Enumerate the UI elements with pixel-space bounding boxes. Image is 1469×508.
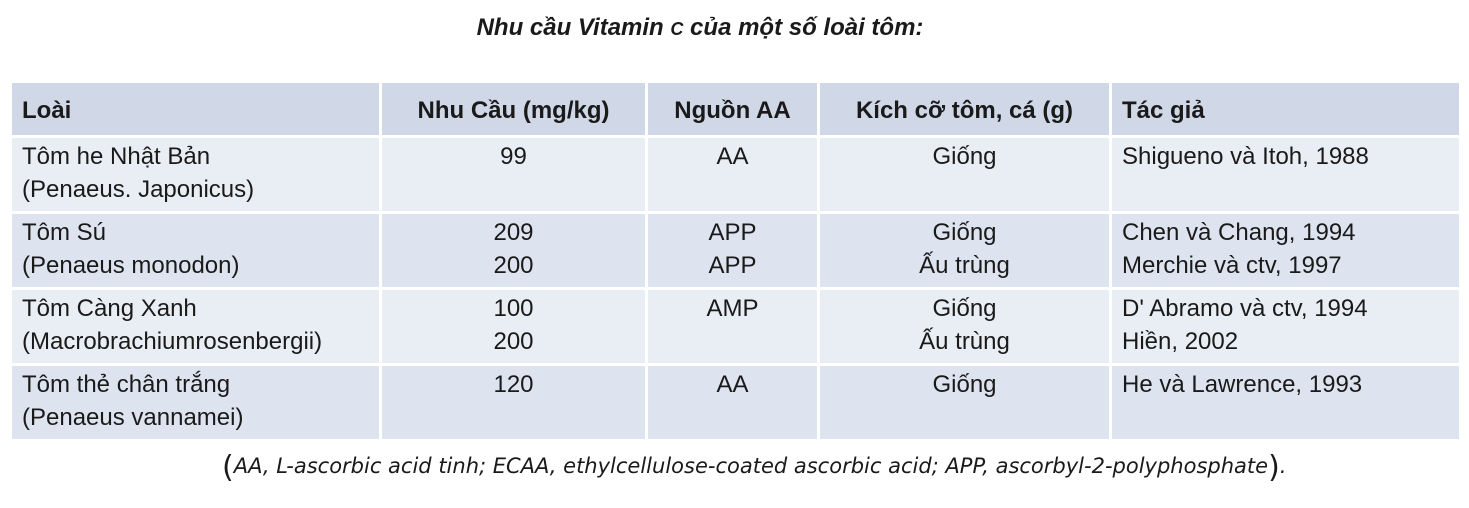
requirement-cell: 209 200 — [379, 211, 648, 290]
author-cell: Shigueno và Itoh, 1988 — [1109, 135, 1462, 214]
footnote-open-paren: ( — [222, 450, 234, 485]
species-latin: (Macrobrachiumrosenbergii) — [22, 328, 323, 355]
table-row: Tôm he Nhật Bản (Penaeus. Japonicus) 99 … — [9, 135, 1462, 214]
requirement-value: 120 — [493, 371, 534, 398]
requirement-value: 99 — [500, 143, 527, 170]
requirement-cell: 120 — [379, 363, 648, 442]
size-value: Giống — [932, 143, 997, 170]
author-cell: He và Lawrence, 1993 — [1109, 363, 1462, 442]
author-cell: D' Abramo và ctv, 1994 Hiền, 2002 — [1109, 287, 1462, 366]
table-header-row: Loài Nhu Cầu (mg/kg) Nguồn AA Kích cỡ tô… — [9, 80, 1462, 138]
table-row: Tôm thẻ chân trắng (Penaeus vannamei) 12… — [9, 363, 1462, 442]
size-cell: Giống Ấu trùng — [817, 287, 1112, 366]
header-author: Tác giả — [1109, 80, 1462, 138]
title-suffix: của một số loài tôm: — [683, 14, 924, 41]
author-cell: Chen và Chang, 1994 Merchie và ctv, 1997 — [1109, 211, 1462, 290]
footnote-close-paren: ) — [1268, 450, 1280, 485]
source-value: AA — [716, 371, 749, 398]
author-value: He và Lawrence, 1993 — [1122, 371, 1363, 398]
size-value: Giống — [932, 219, 997, 246]
header-species: Loài — [9, 80, 382, 138]
requirement-value: 100 — [493, 295, 534, 322]
source-value: APP — [708, 219, 757, 246]
author-value: Merchie và ctv, 1997 — [1122, 252, 1342, 279]
species-name: Tôm Càng Xanh — [22, 295, 197, 322]
species-name: Tôm Sú — [22, 219, 107, 246]
species-cell: Tôm he Nhật Bản (Penaeus. Japonicus) — [9, 135, 382, 214]
size-value: Giống — [932, 371, 997, 398]
header-size: Kích cỡ tôm, cá (g) — [817, 80, 1112, 138]
species-cell: Tôm Càng Xanh (Macrobrachiumrosenbergii) — [9, 287, 382, 366]
size-value: Giống — [932, 295, 997, 322]
vitamin-c-table: Loài Nhu Cầu (mg/kg) Nguồn AA Kích cỡ tô… — [9, 80, 1462, 442]
requirement-value: 209 — [493, 219, 534, 246]
species-name: Tôm he Nhật Bản — [22, 143, 211, 170]
author-value: Shigueno và Itoh, 1988 — [1122, 143, 1369, 170]
table-row: Tôm Sú (Penaeus monodon) 209 200 APP APP… — [9, 211, 1462, 290]
requirement-value: 200 — [493, 328, 534, 355]
source-cell: APP APP — [645, 211, 820, 290]
source-cell: AA — [645, 135, 820, 214]
footnote-text: AA, L-ascorbic acid tinh; ECAA, ethylcel… — [233, 454, 1269, 478]
source-value: AA — [716, 143, 749, 170]
requirement-value: 200 — [493, 252, 534, 279]
species-cell: Tôm Sú (Penaeus monodon) — [9, 211, 382, 290]
title-letter: C — [670, 19, 684, 39]
table-row: Tôm Càng Xanh (Macrobrachiumrosenbergii)… — [9, 287, 1462, 366]
species-latin: (Penaeus vannamei) — [22, 404, 244, 431]
source-cell: AA — [645, 363, 820, 442]
species-latin: (Penaeus monodon) — [22, 252, 240, 279]
size-value: Ấu trùng — [919, 328, 1010, 355]
footnote-period: . — [1279, 454, 1287, 478]
author-value: D' Abramo và ctv, 1994 — [1122, 295, 1368, 322]
header-requirement: Nhu Cầu (mg/kg) — [379, 80, 648, 138]
page-title: Nhu cầu Vitamin C của một số loài tôm: — [0, 14, 1400, 42]
footnote: (AA, L-ascorbic acid tinh; ECAA, ethylce… — [222, 450, 1286, 485]
source-cell: AMP — [645, 287, 820, 366]
size-value: Ấu trùng — [919, 252, 1010, 279]
species-latin: (Penaeus. Japonicus) — [22, 176, 255, 203]
source-value: APP — [708, 252, 757, 279]
species-name: Tôm thẻ chân trắng — [22, 371, 231, 398]
size-cell: Giống Ấu trùng — [817, 211, 1112, 290]
size-cell: Giống — [817, 363, 1112, 442]
requirement-cell: 99 — [379, 135, 648, 214]
title-prefix: Nhu cầu Vitamin — [476, 14, 671, 41]
size-cell: Giống — [817, 135, 1112, 214]
author-value: Hiền, 2002 — [1122, 328, 1239, 355]
author-value: Chen và Chang, 1994 — [1122, 219, 1356, 246]
source-value: AMP — [706, 295, 759, 322]
species-cell: Tôm thẻ chân trắng (Penaeus vannamei) — [9, 363, 382, 442]
requirement-cell: 100 200 — [379, 287, 648, 366]
header-source: Nguồn AA — [645, 80, 820, 138]
